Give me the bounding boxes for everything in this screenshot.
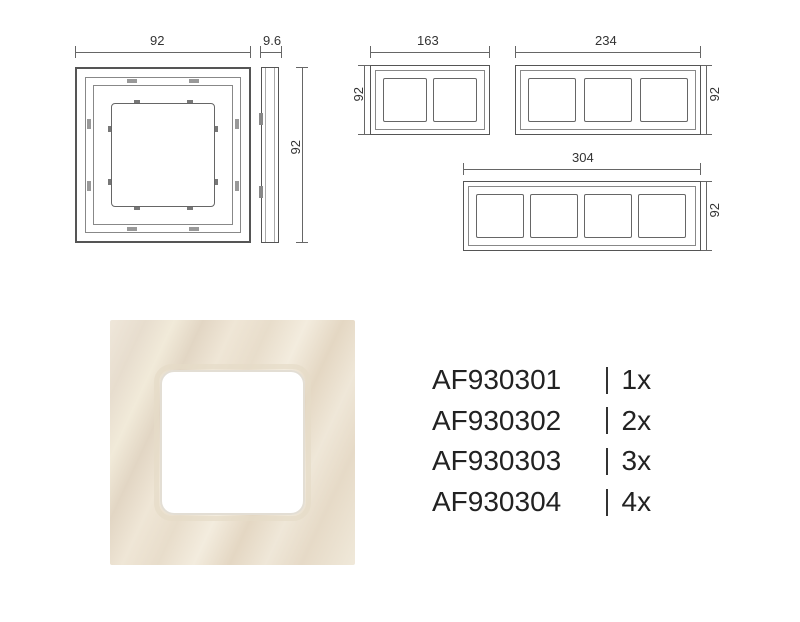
sku-code: AF930301 bbox=[432, 360, 592, 401]
dimline-side-quad bbox=[706, 181, 707, 251]
dim-height-single: 92 bbox=[288, 140, 303, 154]
front-view-double bbox=[370, 65, 490, 135]
dimline-top-quad bbox=[463, 169, 701, 170]
module-opening bbox=[111, 103, 215, 207]
product-photo-opening bbox=[160, 370, 305, 515]
spacer bbox=[235, 181, 239, 191]
dim-width-single: 92 bbox=[150, 33, 164, 48]
module-opening bbox=[383, 78, 427, 122]
sku-qty: 2x bbox=[622, 401, 662, 442]
dim-height-quad: 92 bbox=[707, 203, 722, 217]
dimline-side-double bbox=[364, 65, 365, 135]
dim-tick bbox=[700, 163, 701, 175]
side-line bbox=[274, 68, 275, 242]
side-clip bbox=[259, 113, 263, 125]
sku-separator bbox=[606, 448, 608, 475]
sku-code: AF930302 bbox=[432, 401, 592, 442]
side-clip bbox=[259, 186, 263, 198]
dim-tick bbox=[75, 46, 76, 58]
dim-width-quad: 304 bbox=[572, 150, 594, 165]
dim-tick bbox=[700, 181, 712, 182]
product-photo-frame bbox=[110, 320, 355, 565]
sku-code: AF930304 bbox=[432, 482, 592, 523]
dim-tick bbox=[489, 46, 490, 58]
clip-tab bbox=[108, 126, 111, 132]
dim-tick bbox=[463, 163, 464, 175]
module-opening bbox=[638, 194, 686, 238]
dim-tick bbox=[370, 46, 371, 58]
dim-height-triple: 92 bbox=[707, 87, 722, 101]
clip-tab bbox=[108, 179, 111, 185]
dimline-top-double bbox=[370, 52, 490, 53]
clip-tab bbox=[215, 179, 218, 185]
dim-tick bbox=[700, 250, 712, 251]
dim-tick bbox=[358, 65, 370, 66]
front-view-triple bbox=[515, 65, 701, 135]
spacer bbox=[127, 79, 137, 83]
dim-tick bbox=[250, 46, 251, 58]
dim-tick bbox=[700, 65, 712, 66]
sku-qty: 1x bbox=[622, 360, 662, 401]
clip-tab bbox=[134, 100, 140, 103]
front-view-single bbox=[75, 67, 251, 243]
dim-tick bbox=[260, 46, 261, 58]
dim-tick bbox=[296, 242, 308, 243]
dim-tick bbox=[700, 134, 712, 135]
dim-depth-single: 9.6 bbox=[263, 33, 281, 48]
clip-tab bbox=[134, 207, 140, 210]
sku-code: AF930303 bbox=[432, 441, 592, 482]
sku-table: AF930301 1x AF930302 2x AF930303 3x AF93… bbox=[432, 360, 662, 522]
sku-separator bbox=[606, 407, 608, 434]
module-opening bbox=[584, 78, 632, 122]
dim-tick bbox=[700, 46, 701, 58]
front-view-quad bbox=[463, 181, 701, 251]
sku-separator bbox=[606, 367, 608, 394]
module-opening bbox=[640, 78, 688, 122]
dim-tick bbox=[281, 46, 282, 58]
dim-width-double: 163 bbox=[417, 33, 439, 48]
dimline-top-triple bbox=[515, 52, 701, 53]
dim-tick bbox=[515, 46, 516, 58]
side-line bbox=[265, 68, 266, 242]
dim-width-triple: 234 bbox=[595, 33, 617, 48]
spacer bbox=[189, 227, 199, 231]
module-opening bbox=[528, 78, 576, 122]
spacer bbox=[87, 181, 91, 191]
dimline-side-triple bbox=[706, 65, 707, 135]
dimline-right-single bbox=[302, 67, 303, 243]
side-view-single bbox=[261, 67, 279, 243]
sku-row: AF930301 1x bbox=[432, 360, 662, 401]
dimline-depth bbox=[260, 52, 282, 53]
sku-qty: 4x bbox=[622, 482, 662, 523]
spacer bbox=[189, 79, 199, 83]
clip-tab bbox=[187, 100, 193, 103]
module-opening bbox=[433, 78, 477, 122]
spacer bbox=[235, 119, 239, 129]
module-opening bbox=[530, 194, 578, 238]
sku-separator bbox=[606, 489, 608, 516]
sku-row: AF930304 4x bbox=[432, 482, 662, 523]
module-opening bbox=[476, 194, 524, 238]
clip-tab bbox=[215, 126, 218, 132]
technical-drawings: 92 9.6 92 bbox=[55, 35, 755, 285]
spacer bbox=[127, 227, 137, 231]
spacer bbox=[87, 119, 91, 129]
dimline-top-single bbox=[75, 52, 251, 53]
dim-tick bbox=[358, 134, 370, 135]
clip-tab bbox=[187, 207, 193, 210]
module-opening bbox=[584, 194, 632, 238]
sku-qty: 3x bbox=[622, 441, 662, 482]
dim-tick bbox=[296, 67, 308, 68]
sku-row: AF930302 2x bbox=[432, 401, 662, 442]
sku-row: AF930303 3x bbox=[432, 441, 662, 482]
